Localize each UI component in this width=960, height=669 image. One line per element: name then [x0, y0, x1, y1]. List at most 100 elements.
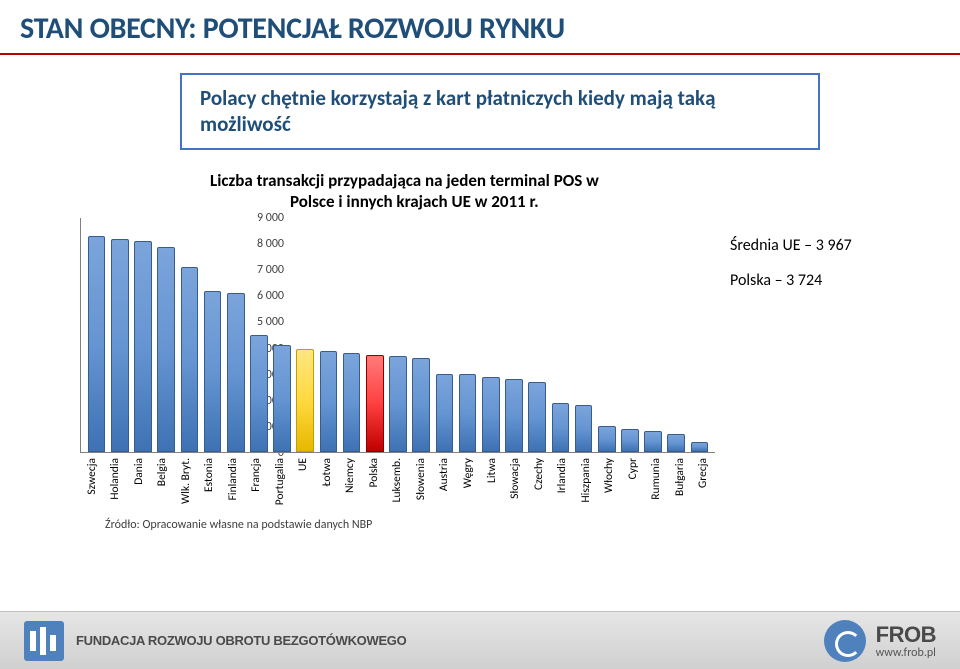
bar: [621, 429, 639, 452]
bar: [575, 405, 593, 452]
side-note-poland: Polska – 3 724: [730, 263, 852, 298]
bar: [389, 356, 407, 452]
bar-slot: [688, 218, 711, 452]
chart-plot-area: [80, 218, 715, 453]
xlabel-slot: Portugalia: [268, 456, 292, 516]
bar-slot: [108, 218, 131, 452]
bar-slot: [456, 218, 479, 452]
xlabel-slot: Litwa: [480, 456, 504, 516]
side-note-avg-ue: Średnia UE – 3 967: [730, 228, 852, 263]
bar-slot: [85, 218, 108, 452]
bar: [134, 241, 152, 452]
bar: [459, 374, 477, 452]
xlabel: Łotwa: [320, 458, 334, 486]
xlabel-slot: Estonia: [198, 456, 222, 516]
xlabel: Belgia: [155, 458, 169, 486]
xlabel-slot: Włochy: [597, 456, 621, 516]
xlabel-slot: Rumunia: [644, 456, 668, 516]
xlabel: Bułgaria: [673, 458, 687, 496]
bar: [691, 442, 709, 452]
footer-left: FUNDACJA ROZWOJU OBROTU BEZGOTÓWKOWEGO: [24, 621, 406, 661]
bar: [343, 353, 361, 452]
chart-heading-line1: Liczba transakcji przypadająca na jeden …: [210, 170, 599, 191]
bar-slot: [340, 218, 363, 452]
bar: [528, 382, 546, 452]
xlabel-slot: UE: [292, 456, 316, 516]
xlabel: Czechy: [532, 458, 546, 490]
xlabel: Holandia: [108, 458, 122, 500]
xlabel-slot: Dania: [127, 456, 151, 516]
xlabel: Austria: [437, 458, 451, 491]
xlabel-slot: Irlandia: [550, 456, 574, 516]
bar: [505, 379, 523, 452]
xlabel: Grecja: [696, 458, 710, 488]
xlabel: Francja: [249, 458, 263, 492]
bar-slot: [549, 218, 572, 452]
chart-source: Źródło: Opracowanie własne na podstawie …: [105, 518, 372, 532]
footer-url: www.frob.pl: [876, 646, 936, 660]
chart-bars: [81, 218, 715, 452]
xlabel: Włochy: [602, 458, 616, 493]
footer-org-name: FUNDACJA ROZWOJU OBROTU BEZGOTÓWKOWEGO: [76, 633, 406, 648]
bar-slot: [224, 218, 247, 452]
xlabel: Węgry: [461, 458, 475, 488]
bar: [644, 431, 662, 452]
chart-heading: Liczba transakcji przypadająca na jeden …: [210, 170, 960, 213]
bar-slot: [294, 218, 317, 452]
xlabel: Litwa: [485, 458, 499, 483]
bar: [667, 434, 685, 452]
bar: [482, 377, 500, 452]
bar-slot: [502, 218, 525, 452]
xlabel-slot: Słowenia: [409, 456, 433, 516]
footer: FUNDACJA ROZWOJU OBROTU BEZGOTÓWKOWEGO F…: [0, 611, 960, 669]
bar: [598, 426, 616, 452]
bar: [320, 351, 338, 452]
bar: [412, 358, 430, 452]
bar-slot: [317, 218, 340, 452]
bar-slot: [642, 218, 665, 452]
bar: [157, 247, 175, 452]
xlabel: Polska: [367, 458, 381, 487]
xlabel-slot: Węgry: [456, 456, 480, 516]
xlabel: Irlandia: [555, 458, 569, 493]
title-rule: [0, 53, 960, 55]
xlabel-slot: Austria: [433, 456, 457, 516]
xlabel: Niemcy: [343, 458, 357, 493]
chart-side-notes: Średnia UE – 3 967 Polska – 3 724: [730, 228, 852, 298]
xlabel-slot: Luksemb.: [386, 456, 410, 516]
page-title: STAN OBECNY: POTENCJAŁ ROZWOJU RYNKU: [0, 0, 960, 53]
bar: [204, 291, 222, 452]
bar: [273, 345, 291, 452]
xlabel: Cypr: [626, 458, 640, 479]
xlabel-slot: Francja: [245, 456, 269, 516]
xlabel-slot: Grecja: [691, 456, 715, 516]
xlabel: Hiszpania: [579, 458, 593, 502]
chart-xlabels: Szwecja Holandia Dania Belgia Wlk. Bryt. Esto…: [80, 456, 715, 516]
xlabel: Dania: [132, 458, 146, 485]
xlabel-slot: Bułgaria: [668, 456, 692, 516]
xlabel-slot: Czechy: [527, 456, 551, 516]
bar-slot: [131, 218, 154, 452]
xlabel: Portugalia: [273, 458, 287, 505]
xlabel: Rumunia: [649, 458, 663, 500]
footer-right: FROB www.frob.pl: [824, 620, 936, 662]
xlabel: Wlk. Bryt.: [179, 458, 193, 504]
xlabel: Słowacja: [508, 458, 522, 499]
bar-slot: [155, 218, 178, 452]
bar-slot: [665, 218, 688, 452]
bar: [181, 267, 199, 452]
frob-logo-icon: [824, 620, 866, 662]
bar: [436, 374, 454, 452]
xlabel-slot: Belgia: [151, 456, 175, 516]
bar-slot: [595, 218, 618, 452]
bar: [366, 355, 384, 452]
xlabel-slot: Szwecja: [80, 456, 104, 516]
chart: 01 0002 0003 0004 0005 0006 0007 0008 00…: [30, 218, 930, 548]
bar: [111, 239, 129, 452]
xlabel-slot: Niemcy: [339, 456, 363, 516]
bar-slot: [178, 218, 201, 452]
xlabel: Estonia: [202, 458, 216, 492]
bar-slot: [247, 218, 270, 452]
xlabel: Szwecja: [85, 458, 99, 495]
bar: [552, 403, 570, 452]
